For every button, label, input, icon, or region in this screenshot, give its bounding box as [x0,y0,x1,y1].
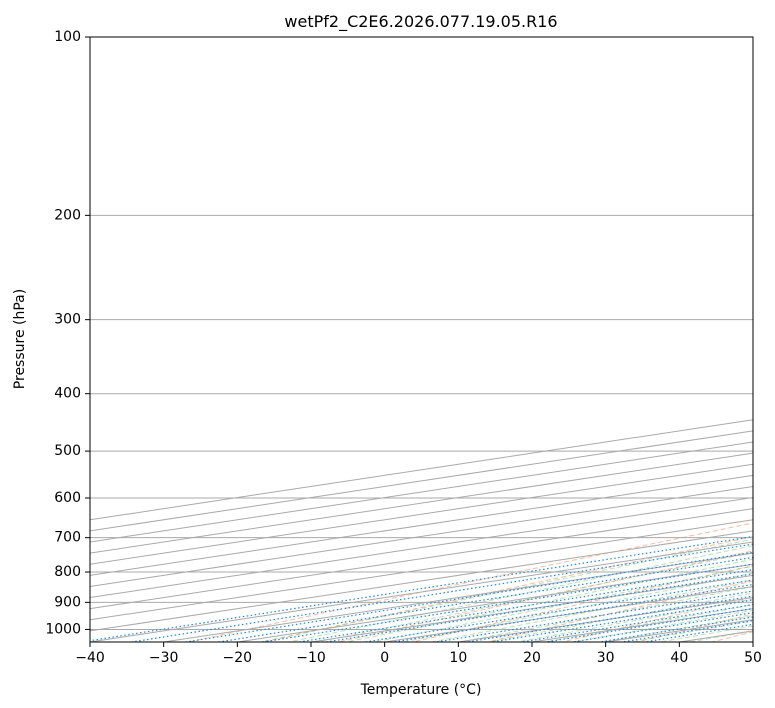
dry-adiabat [485,580,753,642]
isotherm [90,541,753,642]
moist-adiabat [570,609,753,642]
grid-layer [90,37,753,642]
mixing-ratio-line [595,616,753,642]
x-tick-label: 30 [597,650,615,666]
axis-layer: −40 −30 −20 −10 0 10 20 30 40 50 100 200 300 400 500 60… [45,29,762,666]
y-axis-label: Pressure (hPa) [12,289,28,389]
y-tick-label: 300 [54,312,81,328]
mixing-ratio-line [127,543,753,642]
y-tick-label: 800 [54,564,81,580]
isotherm [90,497,753,599]
mixing-ratio-line [518,603,753,642]
y-tick-label: 400 [54,386,81,402]
x-tick-label: 20 [523,650,541,666]
y-tick-label: 900 [54,594,81,610]
isotherm [90,463,753,565]
moist-adiabat [286,545,753,642]
moist-adiabat [599,615,753,642]
moist-adiabat [343,558,753,642]
x-tick-label: 50 [744,650,762,666]
mixing-ratio-line [214,556,753,642]
isotherm [90,519,753,621]
chart-title: wetPf2_C2E6.2026.077.19.05.R16 [284,12,557,32]
mixing-ratio-line [181,551,753,642]
y-tick-label: 100 [54,29,81,45]
mixing-ratio-line [295,569,753,642]
x-tick-label: −20 [223,650,253,666]
x-tick-label: 0 [380,650,389,666]
y-tick-label: 600 [54,490,81,506]
plot-background [90,37,753,642]
x-tick-label: −10 [296,650,326,666]
isotherm [90,452,753,554]
isotherm [90,508,753,610]
x-tick-label: −40 [75,650,105,666]
x-tick-label: 10 [449,650,467,666]
mixing-ratio-line [542,607,753,642]
plot-frame [89,36,754,643]
dry-adiabat [186,522,753,642]
dry-adiabat [335,550,753,642]
x-tick-label: −30 [149,650,179,666]
mixing-ratio-line [568,612,753,642]
y-tick-label: 1000 [45,621,81,637]
isotherm [90,530,753,632]
y-tick-label: 500 [54,443,81,459]
x-axis-label: Temperature (°C) [360,682,482,698]
moist-adiabat [428,579,753,642]
mixing-ratio-line [618,620,753,642]
dry-adiabat [560,596,753,642]
isotherm [90,474,753,576]
moist-adiabat [372,565,753,642]
y-tick-label: 700 [54,530,81,546]
isotherm [90,485,753,587]
moist-adiabat [513,598,753,642]
y-tick-label: 200 [54,207,81,223]
x-tick-label: 40 [670,650,688,666]
mixing-ratio-line [258,563,753,642]
moist-adiabat [257,538,753,642]
